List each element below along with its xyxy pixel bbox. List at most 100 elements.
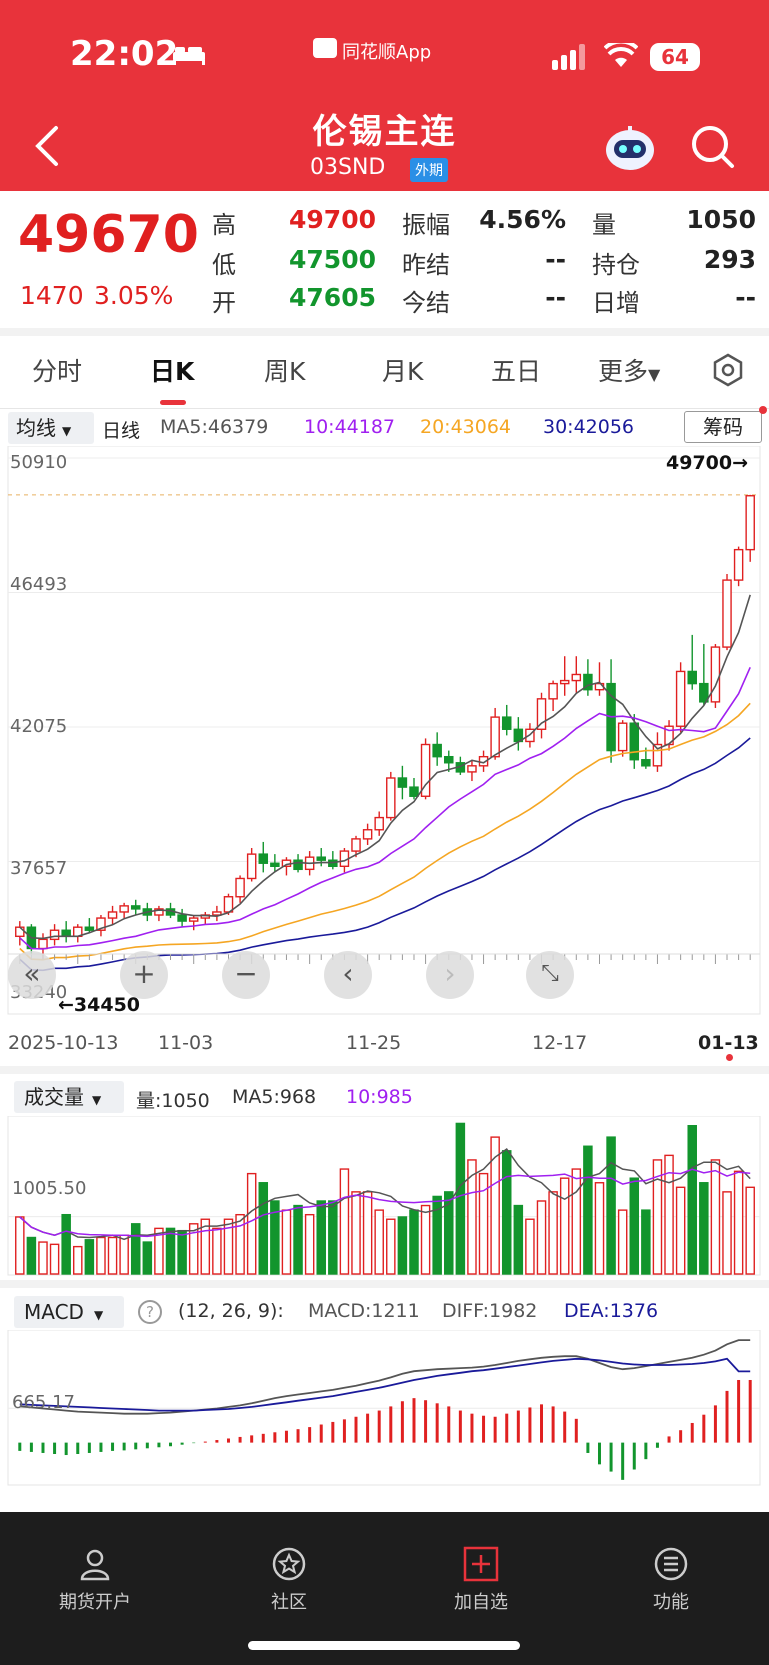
open-value: 47605 <box>289 283 376 312</box>
chevron-down-icon: ▼ <box>62 424 72 438</box>
volume-bar <box>26 1236 37 1275</box>
candle-body <box>420 743 431 797</box>
zoom-in-button[interactable]: + <box>120 951 168 999</box>
x-tick-label: 11-03 <box>158 1032 214 1054</box>
low-marker: ←34450 <box>58 994 141 1016</box>
volume-bar <box>386 1218 396 1275</box>
volume-chart[interactable] <box>0 1116 769 1276</box>
volume-bar <box>745 1186 755 1275</box>
contract-code: 03SND <box>310 155 386 180</box>
volume-bar <box>478 1172 489 1275</box>
chevron-down-icon: ▼ <box>648 365 661 384</box>
notification-dot <box>759 406 767 414</box>
volume-bar <box>293 1204 303 1275</box>
volume-bar <box>455 1122 466 1275</box>
volume-bar <box>235 1213 245 1275</box>
low-label: 低 <box>212 251 236 279</box>
volume-bar <box>583 1145 593 1275</box>
ma-line-ma5 <box>19 594 751 940</box>
help-icon[interactable]: ? <box>138 1300 162 1324</box>
tab-weekly-k[interactable]: 周K <box>264 357 306 386</box>
wifi-icon <box>603 39 639 73</box>
nav-functions[interactable]: 功能 <box>606 1512 736 1614</box>
amplitude-value: 4.56% <box>479 205 566 234</box>
candle-body <box>501 716 512 730</box>
tab-daily-k[interactable]: 日K <box>150 357 195 386</box>
settings-hex-icon[interactable] <box>710 352 746 392</box>
candle-body <box>722 579 732 648</box>
volume-select[interactable]: 成交量 ▼ <box>14 1081 124 1113</box>
volume-bar <box>432 1195 442 1275</box>
volume-bar <box>212 1227 222 1275</box>
candle-body <box>246 853 257 880</box>
volume-bar <box>351 1191 361 1275</box>
volume-bar <box>722 1191 732 1275</box>
x-tick-label: 11-25 <box>346 1032 402 1054</box>
candle-body <box>675 670 686 727</box>
robot-assistant-icon[interactable] <box>604 124 656 176</box>
candle-body <box>154 908 164 916</box>
chips-button[interactable]: 筹码 <box>684 411 762 443</box>
today-settle-label: 今结 <box>402 289 450 317</box>
volume-bar <box>501 1150 512 1275</box>
high-label: 高 <box>212 211 236 239</box>
volume-bar <box>409 1209 419 1275</box>
macd-diff-label: DIFF:1982 <box>442 1300 538 1322</box>
candle-body <box>107 911 118 919</box>
volume-bar <box>119 1234 129 1275</box>
divider <box>0 1066 769 1074</box>
volume-value: 1050 <box>686 205 756 234</box>
volume-bar <box>15 1216 25 1275</box>
divider <box>0 408 769 409</box>
candle-body <box>571 673 582 682</box>
candle-body <box>467 765 477 773</box>
kline-chart[interactable] <box>0 446 769 1016</box>
community-icon <box>272 1547 306 1581</box>
tab-monthly-k[interactable]: 月K <box>382 357 424 386</box>
macd-chart[interactable] <box>0 1330 769 1486</box>
volume-bar <box>629 1177 640 1275</box>
volume-bar <box>142 1241 153 1275</box>
volume-bar <box>270 1200 280 1275</box>
daily-increase-value: -- <box>735 283 756 312</box>
scroll-left-button[interactable]: ‹ <box>324 951 372 999</box>
low-value: 47500 <box>289 245 376 274</box>
x-tick-label: 12-17 <box>532 1032 588 1054</box>
indicator-select[interactable]: 均线 ▼ <box>8 412 94 444</box>
candle-body <box>641 759 651 767</box>
macd-value-label: MACD:1211 <box>308 1300 420 1322</box>
x-tick-label: 2025-10-13 <box>8 1032 119 1054</box>
y-tick-label: 37657 <box>10 858 68 879</box>
nav-add-watchlist[interactable]: 加自选 <box>416 1512 546 1614</box>
candle-body <box>96 917 106 931</box>
search-icon[interactable] <box>690 124 736 174</box>
scroll-right-button[interactable]: › <box>426 951 474 999</box>
macd-y-tick: 665.17 <box>12 1392 75 1413</box>
nav-account-opening[interactable]: 期货开户 <box>30 1512 160 1614</box>
tab-intraday[interactable]: 分时 <box>32 357 83 386</box>
volume-bar <box>339 1168 350 1275</box>
tab-five-day[interactable]: 五日 <box>491 357 542 386</box>
volume-bar <box>513 1204 524 1275</box>
candle-body <box>49 929 60 941</box>
latest-dot <box>726 1054 733 1061</box>
candle-body <box>699 682 709 703</box>
volume-bar <box>246 1172 257 1275</box>
volume-bar <box>188 1223 199 1275</box>
macd-select[interactable]: MACD ▼ <box>14 1296 124 1328</box>
volume-bar <box>96 1236 106 1275</box>
tab-more-label: 更多 <box>598 357 649 386</box>
candle-body <box>386 777 396 819</box>
nav-community[interactable]: 社区 <box>224 1512 354 1614</box>
candle-body <box>119 905 129 913</box>
fullscreen-button[interactable]: ⤡ <box>526 951 574 999</box>
tab-more[interactable]: 更多▼ <box>598 352 660 388</box>
zoom-out-button[interactable]: − <box>222 951 270 999</box>
price-change: 1470 <box>20 281 84 310</box>
back-button[interactable] <box>28 122 68 170</box>
candle-body <box>258 853 269 864</box>
scroll-start-button[interactable]: « <box>8 951 56 999</box>
volume-y-tick: 1005.50 <box>12 1178 87 1199</box>
price-change-pct: 3.05% <box>94 281 174 310</box>
candle-body <box>432 743 442 758</box>
